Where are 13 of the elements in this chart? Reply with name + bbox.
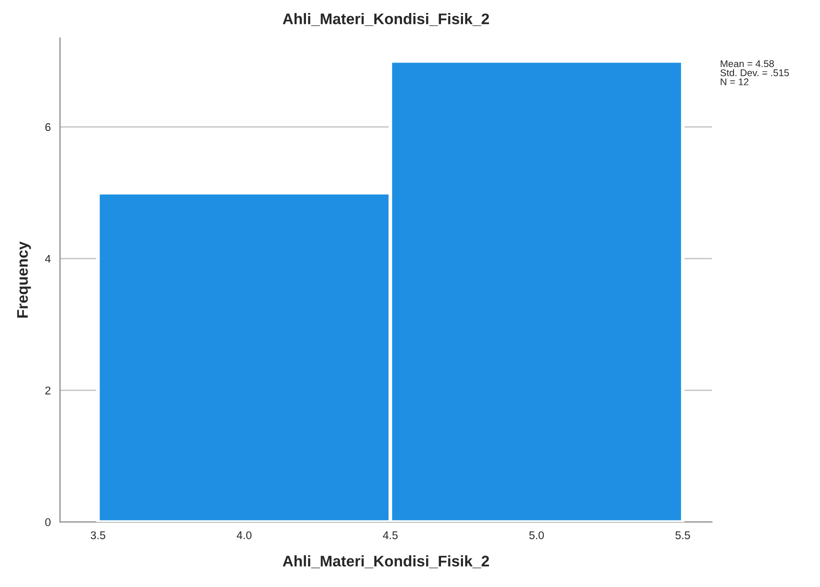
y-tick-label: 0 [45, 518, 51, 526]
y-tick-label: 6 [45, 123, 50, 132]
x-tick-label: 4.5 [382, 531, 398, 540]
x-tick-label: 4.0 [236, 531, 252, 540]
y-axis-title: Frequency [17, 241, 31, 318]
x-tick-label: 5.5 [675, 531, 690, 540]
y-tick-label: 4 [45, 254, 51, 263]
y-tick-label: 2 [45, 386, 50, 394]
chart-title: Ahli_Materi_Kondisi_Fisik_2 [282, 13, 489, 26]
x-tick-label: 5.0 [529, 531, 544, 540]
text: Mean = 4.58 Std. Dev. = .515 N = 12 [720, 60, 789, 86]
x-axis-title: Ahli_Materi_Kondisi_Fisik_2 [282, 555, 489, 568]
x-tick-label: 3.5 [90, 531, 106, 540]
